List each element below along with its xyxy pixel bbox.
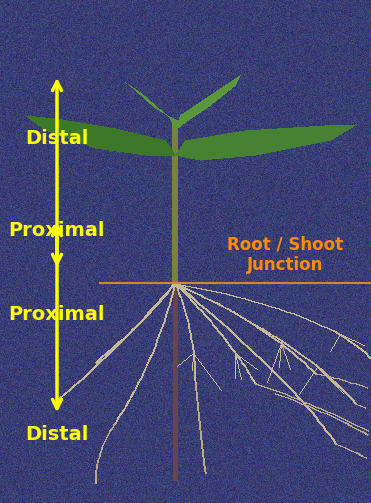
Text: Root / Shoot
Junction: Root / Shoot Junction (227, 235, 343, 275)
Text: Proximal: Proximal (9, 305, 105, 324)
Text: Distal: Distal (25, 128, 89, 147)
Text: Distal: Distal (25, 426, 89, 445)
Text: Proximal: Proximal (9, 220, 105, 239)
